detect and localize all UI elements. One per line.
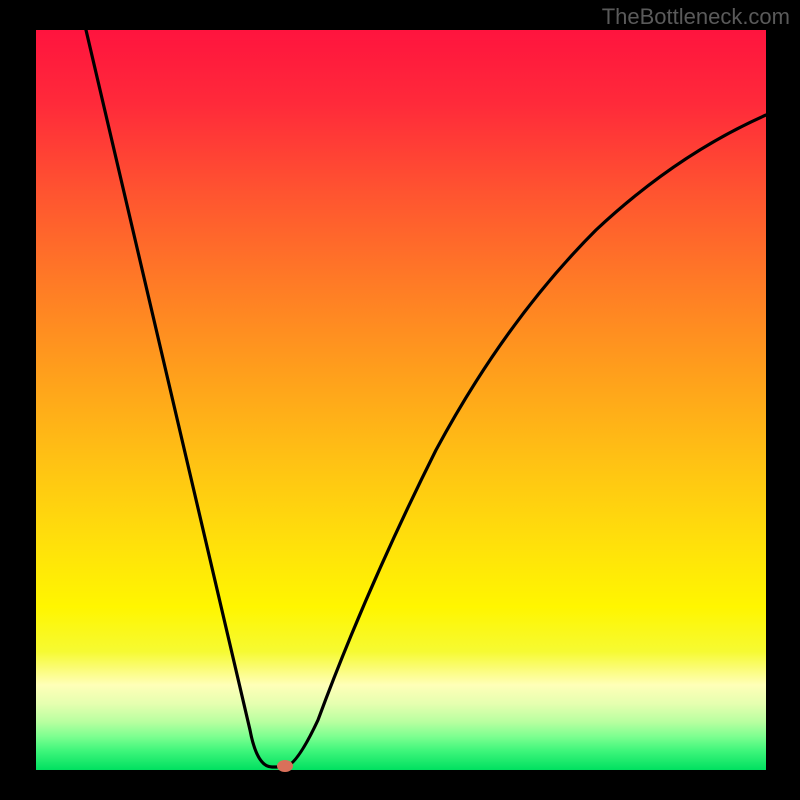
bottleneck-curve: [36, 30, 766, 770]
plot-area: [36, 30, 766, 770]
watermark-text: TheBottleneck.com: [602, 4, 790, 30]
optimal-point-marker: [277, 760, 293, 772]
